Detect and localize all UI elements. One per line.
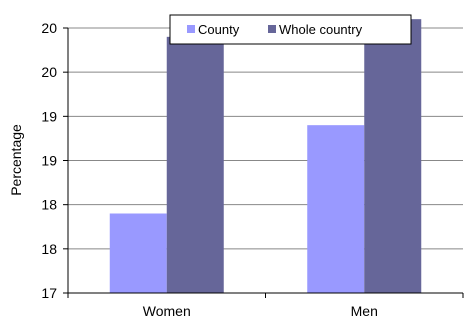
- bars: [109, 19, 422, 294]
- legend-box: [169, 14, 412, 45]
- y-tick-label: 18: [41, 197, 57, 213]
- x-labels: Women Men: [67, 293, 464, 319]
- y-tick-label: 19: [41, 108, 57, 124]
- x-category-label: Men: [351, 303, 378, 319]
- legend-label: Whole country: [279, 22, 363, 37]
- y-axis-title: Percentage: [8, 124, 24, 196]
- bar: [307, 125, 365, 294]
- y-tick-label: 20: [41, 64, 57, 80]
- y-tick-label: 18: [41, 241, 57, 257]
- y-tick-label: 20: [41, 20, 57, 36]
- y-tick-label: 19: [41, 153, 57, 169]
- legend-label: County: [198, 22, 240, 37]
- y-tick-label: 17: [41, 285, 57, 301]
- legend: County Whole country: [169, 14, 412, 45]
- legend-swatch: [268, 25, 276, 33]
- x-category-label: Women: [143, 303, 191, 319]
- bar: [166, 36, 224, 293]
- bar: [109, 213, 167, 293]
- bar: [364, 19, 422, 294]
- legend-swatch: [187, 25, 195, 33]
- y-ticks: 17 18 18 19 19 20 20: [41, 20, 68, 301]
